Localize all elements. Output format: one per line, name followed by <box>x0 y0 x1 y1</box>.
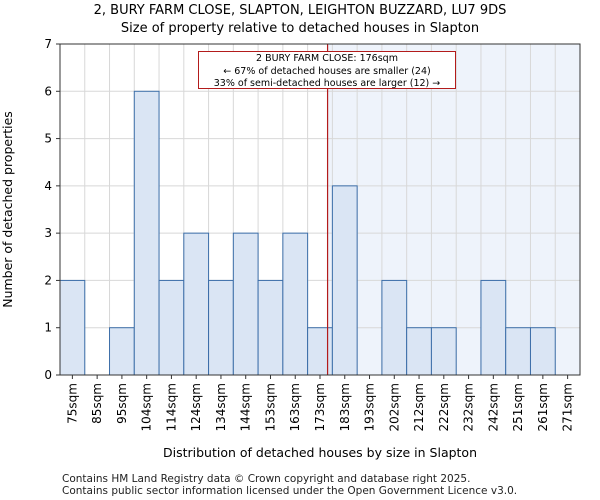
x-tick-label: 75sqm <box>65 383 79 424</box>
annotation-line-1: 2 BURY FARM CLOSE: 176sqm <box>256 53 398 64</box>
larger-houses-region <box>327 44 580 375</box>
y-tick-label: 3 <box>44 226 52 240</box>
annotation-line-2: ← 67% of detached houses are smaller (24… <box>223 65 431 77</box>
x-tick-label: 232sqm <box>462 383 476 431</box>
y-tick-label: 4 <box>44 179 52 193</box>
bar-183sqm <box>331 185 358 376</box>
bar-163sqm <box>282 232 309 376</box>
x-tick-label: 95sqm <box>115 383 129 424</box>
bar-173sqm <box>307 327 333 376</box>
bar-134sqm <box>208 279 234 376</box>
bar-222sqm <box>430 327 457 376</box>
x-tick-label: 124sqm <box>189 383 203 431</box>
bars <box>59 90 556 376</box>
footer-line-1: Contains HM Land Registry data © Crown c… <box>62 473 471 485</box>
y-tick-label: 2 <box>44 273 52 287</box>
x-tick-label: 85sqm <box>90 383 104 424</box>
bar-212sqm <box>406 327 432 376</box>
footer-line-2: Contains public sector information licen… <box>62 485 518 497</box>
x-tick-label: 104sqm <box>140 383 154 431</box>
x-tick-label: 222sqm <box>437 383 451 431</box>
bar-202sqm <box>381 279 408 376</box>
y-tick-label: 0 <box>44 368 52 382</box>
x-tick-label: 261sqm <box>536 383 550 431</box>
chart-title: 2, BURY FARM CLOSE, SLAPTON, LEIGHTON BU… <box>93 3 507 18</box>
x-tick-label: 114sqm <box>164 383 178 431</box>
x-tick-label: 251sqm <box>511 383 525 431</box>
bar-153sqm <box>257 279 284 376</box>
x-tick-label: 183sqm <box>338 383 352 431</box>
bar-114sqm <box>158 279 185 376</box>
bar-144sqm <box>232 232 259 376</box>
y-tick-label: 1 <box>44 321 52 335</box>
y-tick-label: 6 <box>44 84 52 98</box>
bar-124sqm <box>183 232 210 376</box>
x-tick-label: 271sqm <box>561 383 575 431</box>
x-tick-label: 134sqm <box>214 383 228 431</box>
bar-251sqm <box>505 327 531 376</box>
bar-75sqm <box>59 279 86 376</box>
x-tick-label: 242sqm <box>486 383 500 431</box>
x-axis-ticks: 75sqm 85sqm 95sqm 104sqm 114sqm 124sqm 134sqm 1… <box>65 375 575 431</box>
bar-261sqm <box>529 327 556 376</box>
x-tick-label: 212sqm <box>412 383 426 431</box>
y-tick-label: 7 <box>44 37 52 51</box>
x-tick-label: 163sqm <box>288 383 302 431</box>
x-tick-label: 144sqm <box>239 383 253 431</box>
y-axis-label: Number of detached properties <box>0 111 15 308</box>
x-tick-label: 173sqm <box>313 383 327 431</box>
bar-95sqm <box>109 327 135 376</box>
x-tick-label: 202sqm <box>387 383 401 431</box>
property-annotation: 2 BURY FARM CLOSE: 176sqm ← 67% of detac… <box>198 51 456 89</box>
x-axis-label: Distribution of detached houses by size … <box>163 445 477 460</box>
bar-104sqm <box>133 90 160 376</box>
annotation-line-3: 33% of semi-detached houses are larger (… <box>213 78 441 89</box>
chart-subtitle: Size of property relative to detached ho… <box>120 21 480 36</box>
y-axis-ticks: 0 1 2 3 4 5 6 7 <box>44 37 60 382</box>
x-tick-label: 193sqm <box>363 383 377 431</box>
x-tick-label: 153sqm <box>263 383 277 431</box>
y-tick-label: 5 <box>44 132 52 146</box>
bar-242sqm <box>480 279 507 376</box>
